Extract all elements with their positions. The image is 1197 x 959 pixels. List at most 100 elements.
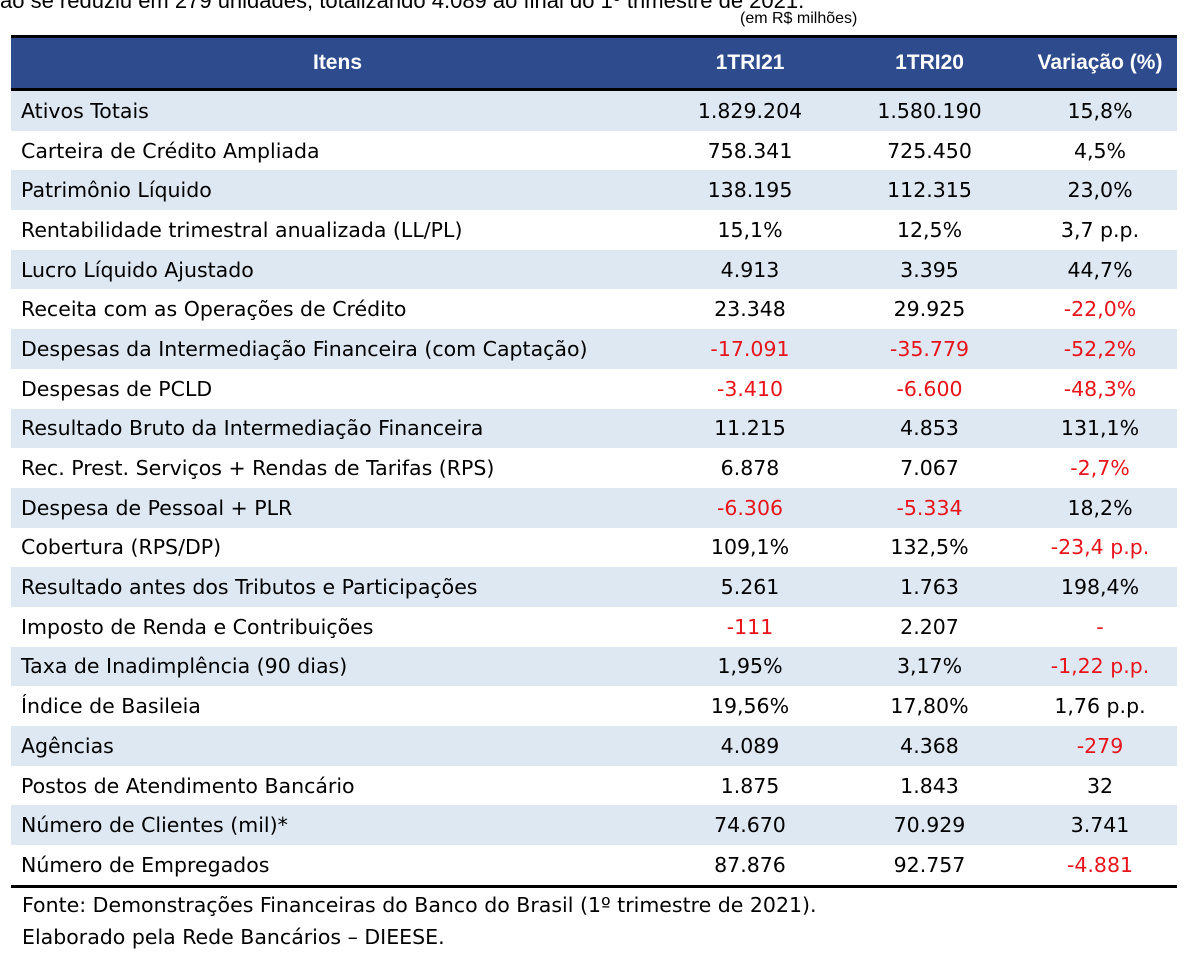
table-row: Número de Empregados 87.876 92.757 -4.881 [11, 845, 1177, 888]
value-1tri20: 132,5% [836, 527, 1023, 568]
row-label: Resultado Bruto da Intermediação Finance… [11, 408, 664, 449]
table-row: Despesas da Intermediação Financeira (co… [11, 329, 1177, 369]
value-variacao: 23,0% [1023, 170, 1177, 211]
row-label: Número de Empregados [11, 845, 664, 888]
value-1tri21: 11.215 [664, 408, 836, 449]
column-header-1tri20: 1TRI20 [836, 35, 1023, 91]
value-1tri20: 1.763 [836, 567, 1023, 607]
value-1tri20: -6.600 [836, 368, 1023, 409]
row-label: Despesas de PCLD [11, 368, 664, 409]
table-row: Taxa de Inadimplência (90 dias) 1,95% 3,17… [11, 646, 1177, 687]
value-1tri20: 92.757 [836, 845, 1023, 888]
value-variacao: - [1023, 606, 1177, 647]
value-variacao: 4,5% [1023, 130, 1177, 171]
value-variacao: 3.741 [1023, 805, 1177, 846]
table-row: Agências 4.089 4.368 -279 [11, 726, 1177, 766]
value-variacao: 15,8% [1023, 89, 1177, 131]
unit-note: (em R$ milhões) [740, 10, 858, 27]
value-variacao: 1,76 p.p. [1023, 686, 1177, 726]
table-row: Despesas de PCLD -3.410 -6.600 -48,3% [11, 368, 1177, 409]
value-1tri20: 70.929 [836, 805, 1023, 846]
table-row: Despesa de Pessoal + PLR -6.306 -5.334 18,2… [11, 487, 1177, 528]
value-1tri21: 4.089 [664, 726, 836, 766]
value-1tri20: 3,17% [836, 646, 1023, 687]
value-1tri21: 1,95% [664, 646, 836, 687]
row-label: Agências [11, 726, 664, 766]
value-1tri21: 4.913 [664, 249, 836, 290]
value-1tri21: -3.410 [664, 368, 836, 409]
value-1tri21: 1.829.204 [664, 89, 836, 131]
value-variacao: -2,7% [1023, 448, 1177, 488]
table-row: Imposto de Renda e Contribuições -111 2.20… [11, 606, 1177, 647]
value-1tri20: 112.315 [836, 170, 1023, 211]
footnotes: Fonte: Demonstrações Financeiras do Banc… [22, 889, 817, 953]
value-variacao: -279 [1023, 726, 1177, 766]
column-header-1tri21: 1TRI21 [664, 35, 836, 91]
value-1tri21: 758.341 [664, 130, 836, 171]
table-row: Rec. Prest. Serviços + Rendas de Tarifas… [11, 448, 1177, 488]
value-1tri20: -5.334 [836, 487, 1023, 528]
value-1tri20: 4.853 [836, 408, 1023, 449]
table-row: Ativos Totais 1.829.204 1.580.190 15,8% [11, 89, 1177, 131]
table-row: Resultado antes dos Tributos e Participa… [11, 567, 1177, 607]
column-header-variacao: Variação (%) [1023, 35, 1177, 91]
table-row: Receita com as Operações de Crédito 23.34… [11, 289, 1177, 330]
row-label: Postos de Atendimento Bancário [11, 765, 664, 806]
value-variacao: 44,7% [1023, 249, 1177, 290]
value-variacao: -1,22 p.p. [1023, 646, 1177, 687]
value-1tri21: 74.670 [664, 805, 836, 846]
table-row: Índice de Basileia 19,56% 17,80% 1,76 p.p. [11, 686, 1177, 726]
value-1tri21: 138.195 [664, 170, 836, 211]
table-row: Cobertura (RPS/DP) 109,1% 132,5% -23,4 p.p. [11, 527, 1177, 568]
table-row: Patrimônio Líquido 138.195 112.315 23,0% [11, 170, 1177, 211]
value-1tri21: 5.261 [664, 567, 836, 607]
table-row: Lucro Líquido Ajustado 4.913 3.395 44,7% [11, 249, 1177, 290]
row-label: Índice de Basileia [11, 686, 664, 726]
value-1tri21: -17.091 [664, 329, 836, 369]
source-note: Fonte: Demonstrações Financeiras do Banc… [22, 893, 817, 917]
value-1tri21: 19,56% [664, 686, 836, 726]
value-1tri20: 12,5% [836, 210, 1023, 250]
value-1tri20: 29.925 [836, 289, 1023, 330]
row-label: Taxa de Inadimplência (90 dias) [11, 646, 664, 687]
value-1tri20: 725.450 [836, 130, 1023, 171]
value-variacao: -22,0% [1023, 289, 1177, 330]
value-variacao: 18,2% [1023, 487, 1177, 528]
table-row: Resultado Bruto da Intermediação Finance… [11, 408, 1177, 449]
row-label: Receita com as Operações de Crédito [11, 289, 664, 330]
value-1tri20: 3.395 [836, 249, 1023, 290]
row-label: Patrimônio Líquido [11, 170, 664, 211]
table-row: Postos de Atendimento Bancário 1.875 1.843… [11, 765, 1177, 806]
value-1tri20: 4.368 [836, 726, 1023, 766]
value-1tri20: 1.580.190 [836, 89, 1023, 131]
value-1tri21: 1.875 [664, 765, 836, 806]
table-body: Ativos Totais 1.829.204 1.580.190 15,8% Cart… [11, 89, 1177, 888]
value-1tri20: 1.843 [836, 765, 1023, 806]
value-1tri20: -35.779 [836, 329, 1023, 369]
row-label: Resultado antes dos Tributos e Participa… [11, 567, 664, 607]
clipped-paragraph-text: ao se reduziu em 279 unidades, totalizan… [0, 0, 805, 13]
value-1tri21: 23.348 [664, 289, 836, 330]
value-1tri21: -6.306 [664, 487, 836, 528]
value-variacao: -52,2% [1023, 329, 1177, 369]
row-label: Imposto de Renda e Contribuições [11, 606, 664, 647]
table-row: Rentabilidade trimestral anualizada (LL/… [11, 210, 1177, 250]
value-1tri21: 109,1% [664, 527, 836, 568]
value-1tri20: 2.207 [836, 606, 1023, 647]
value-1tri21: 87.876 [664, 845, 836, 888]
value-variacao: 32 [1023, 765, 1177, 806]
row-label: Ativos Totais [11, 89, 664, 131]
column-header-itens: Itens [11, 35, 664, 91]
value-1tri21: 15,1% [664, 210, 836, 250]
value-variacao: 198,4% [1023, 567, 1177, 607]
value-variacao: -4.881 [1023, 845, 1177, 888]
value-1tri20: 7.067 [836, 448, 1023, 488]
value-variacao: -23,4 p.p. [1023, 527, 1177, 568]
row-label: Carteira de Crédito Ampliada [11, 130, 664, 171]
financial-indicators-table: Itens 1TRI21 1TRI20 Variação (%) Ativos … [11, 35, 1177, 888]
row-label: Cobertura (RPS/DP) [11, 527, 664, 568]
value-1tri21: 6.878 [664, 448, 836, 488]
author-note: Elaborado pela Rede Bancários – DIEESE. [22, 925, 445, 949]
value-1tri20: 17,80% [836, 686, 1023, 726]
value-1tri21: -111 [664, 606, 836, 647]
